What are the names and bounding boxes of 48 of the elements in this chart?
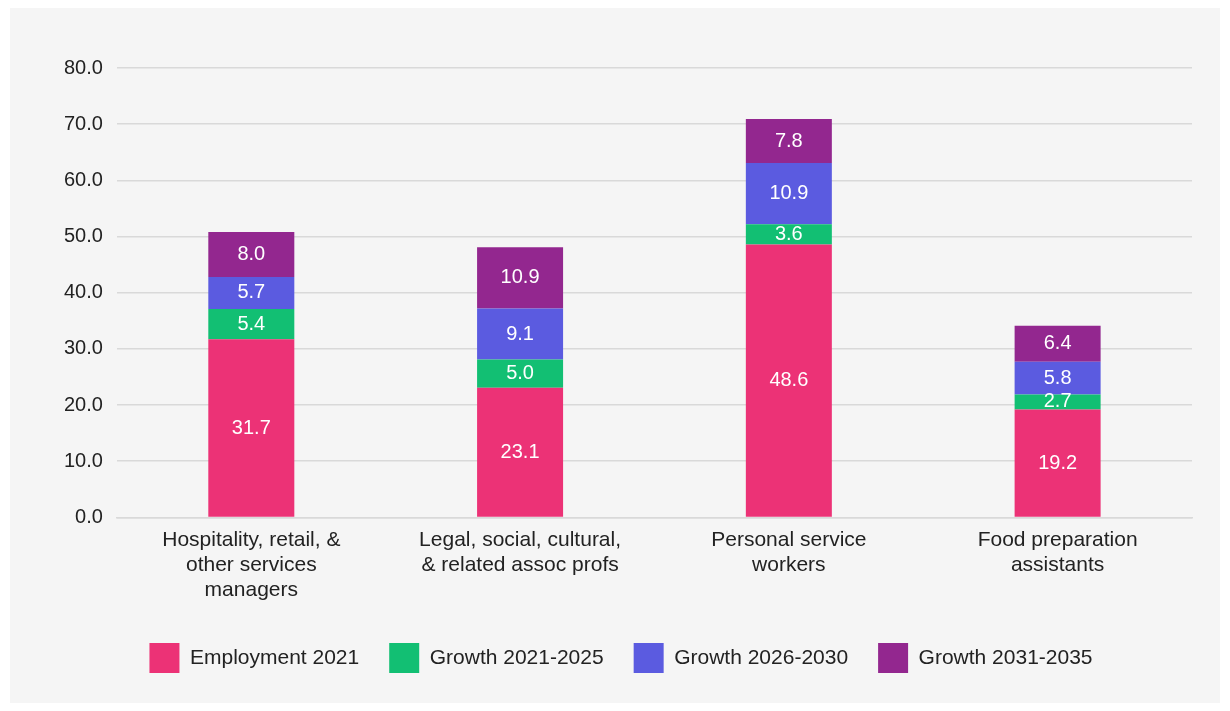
y-tick-label: 60.0 bbox=[63, 167, 103, 190]
data-label: 31.7 bbox=[231, 415, 271, 438]
data-label: 3.6 bbox=[774, 221, 803, 244]
bar bbox=[1014, 361, 1101, 395]
data-label: 10.9 bbox=[769, 181, 809, 204]
data-label: 5.8 bbox=[1043, 365, 1072, 388]
bar bbox=[477, 308, 564, 360]
data-label: 7.8 bbox=[774, 128, 803, 151]
data-label: 5.7 bbox=[237, 280, 266, 303]
bar bbox=[477, 387, 564, 517]
data-label: 23.1 bbox=[500, 439, 540, 462]
y-tick-label: 10.0 bbox=[63, 448, 103, 471]
data-label: 10.9 bbox=[500, 265, 540, 288]
x-tick-label: Legal, social, cultural, & related assoc profs bbox=[419, 526, 622, 575]
data-label: 8.0 bbox=[237, 242, 266, 265]
y-tick-label: 20.0 bbox=[63, 392, 103, 415]
x-tick-label: Hospitality, retail, & other services managers bbox=[162, 526, 341, 601]
x-tick-label: Personal service workers bbox=[711, 526, 867, 575]
bar bbox=[745, 162, 832, 225]
bar bbox=[1014, 394, 1101, 410]
legend-label: Growth 2021-2025 bbox=[429, 644, 604, 668]
bar bbox=[208, 339, 295, 517]
y-tick-label: 70.0 bbox=[63, 111, 103, 134]
bar bbox=[208, 308, 295, 340]
y-tick-label: 50.0 bbox=[63, 224, 103, 247]
data-label: 5.4 bbox=[237, 311, 266, 334]
data-label: 5.0 bbox=[506, 361, 534, 384]
data-label: 48.6 bbox=[769, 368, 809, 391]
data-label: 9.1 bbox=[506, 321, 534, 344]
bar bbox=[208, 232, 295, 277]
bar bbox=[745, 119, 832, 163]
bar bbox=[477, 247, 564, 309]
y-tick-label: 0.0 bbox=[75, 504, 103, 527]
bar bbox=[208, 276, 295, 309]
y-tick-label: 40.0 bbox=[63, 280, 103, 303]
legend-label: Growth 2031-2035 bbox=[918, 644, 1093, 668]
data-label: 6.4 bbox=[1043, 331, 1072, 354]
y-tick-label: 30.0 bbox=[63, 336, 103, 359]
bar bbox=[1014, 409, 1101, 517]
bar bbox=[745, 244, 832, 517]
bar bbox=[1014, 325, 1101, 362]
data-label: 19.2 bbox=[1038, 450, 1078, 473]
y-tick-label: 80.0 bbox=[63, 55, 103, 78]
x-tick-label: Food preparation assistants bbox=[977, 526, 1138, 575]
legend-label: Employment 2021 bbox=[189, 644, 360, 668]
bar bbox=[477, 359, 564, 388]
legend-label: Growth 2026-2030 bbox=[674, 644, 849, 668]
data-label: 2.7 bbox=[1043, 389, 1072, 412]
